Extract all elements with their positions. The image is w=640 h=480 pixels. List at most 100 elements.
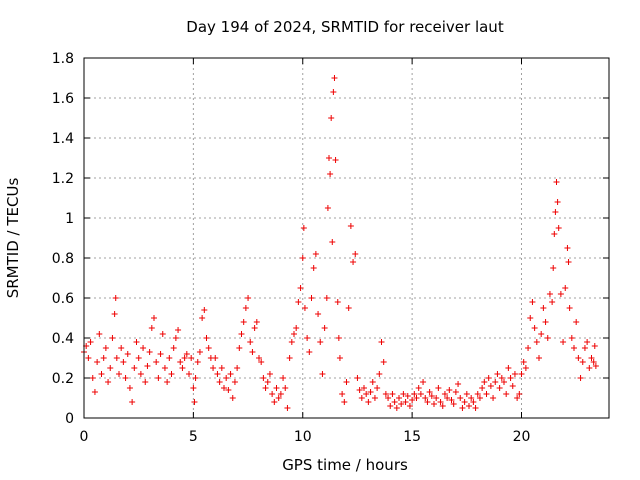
y-tick-label: 1.6 — [52, 91, 74, 107]
data-point — [159, 331, 166, 337]
y-tick-label: 1.4 — [52, 131, 74, 147]
data-point — [245, 295, 252, 301]
data-point — [542, 319, 549, 325]
data-point — [577, 375, 584, 381]
data-point — [212, 355, 219, 361]
data-point — [446, 387, 453, 393]
data-point — [203, 335, 210, 341]
data-point — [356, 387, 363, 393]
data-point — [155, 375, 162, 381]
data-point — [181, 355, 188, 361]
data-point — [560, 339, 567, 345]
data-point — [485, 375, 492, 381]
data-point — [286, 355, 293, 361]
data-point — [501, 379, 507, 385]
data-point — [288, 339, 295, 345]
data-point — [85, 355, 92, 361]
data-point — [330, 89, 337, 95]
data-point — [557, 291, 564, 297]
data-point — [284, 405, 291, 411]
data-point — [584, 339, 591, 345]
data-point — [426, 389, 433, 395]
chart-title: Day 194 of 2024, SRMTID for receiver lau… — [186, 18, 504, 36]
data-point — [192, 375, 199, 381]
data-point — [96, 331, 103, 337]
data-point — [124, 351, 131, 357]
data-point — [468, 395, 475, 401]
data-point — [568, 335, 575, 341]
data-point — [553, 179, 560, 185]
data-point — [554, 199, 561, 205]
data-point — [291, 331, 297, 337]
gridlines — [84, 58, 609, 418]
data-point — [590, 359, 597, 365]
data-point — [166, 355, 173, 361]
y-tick-label: 0 — [65, 411, 74, 427]
data-point — [522, 365, 529, 371]
data-point — [148, 325, 155, 331]
data-point — [216, 379, 223, 385]
data-point — [417, 391, 424, 397]
data-point — [89, 375, 96, 381]
data-point — [236, 345, 243, 351]
data-point — [122, 375, 129, 381]
data-point — [229, 395, 236, 401]
data-point — [277, 391, 284, 397]
data-point — [225, 387, 232, 393]
data-point — [433, 395, 440, 401]
data-point — [164, 379, 171, 385]
data-point — [476, 395, 483, 401]
data-point — [135, 355, 142, 361]
data-point — [376, 371, 383, 377]
data-point — [581, 345, 588, 351]
data-point — [140, 345, 147, 351]
data-point — [393, 405, 400, 411]
data-point — [516, 391, 523, 397]
data-point — [98, 371, 105, 377]
data-point — [481, 379, 488, 385]
data-point — [196, 349, 203, 355]
y-tick-label: 0.6 — [52, 291, 74, 307]
data-point — [492, 379, 499, 385]
data-point — [498, 375, 505, 381]
data-point — [183, 351, 190, 357]
data-point — [411, 391, 418, 397]
data-point — [331, 75, 338, 81]
data-point — [444, 395, 451, 401]
data-point — [153, 359, 160, 365]
data-point — [525, 345, 532, 351]
data-point — [324, 205, 331, 211]
data-point — [400, 391, 407, 397]
data-point — [304, 335, 311, 341]
data-point — [452, 389, 459, 395]
data-point — [177, 359, 184, 365]
data-point — [422, 395, 429, 401]
data-point — [350, 259, 357, 265]
data-point — [389, 391, 396, 397]
data-point — [374, 385, 381, 391]
data-point — [321, 325, 328, 331]
data-point — [190, 385, 197, 391]
data-point — [336, 355, 343, 361]
data-point — [448, 397, 455, 403]
data-point — [335, 335, 342, 341]
data-point — [382, 391, 389, 397]
data-point — [490, 395, 497, 401]
data-point — [549, 299, 556, 305]
data-point — [223, 375, 230, 381]
data-point — [111, 311, 118, 317]
data-point — [310, 265, 317, 271]
data-point — [378, 339, 385, 345]
data-point — [118, 345, 125, 351]
data-point — [131, 365, 138, 371]
data-point — [341, 399, 348, 405]
data-point — [380, 359, 387, 365]
data-point — [109, 335, 116, 341]
data-point — [301, 305, 308, 311]
data-point — [540, 305, 547, 311]
data-point — [437, 399, 444, 405]
data-point — [323, 295, 330, 301]
data-point — [299, 255, 306, 261]
data-point — [317, 339, 324, 345]
data-point — [398, 401, 405, 407]
